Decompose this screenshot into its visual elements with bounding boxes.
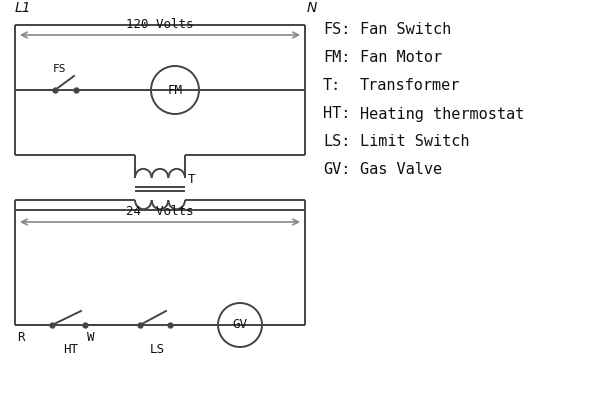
Text: FM: FM xyxy=(168,84,182,96)
Text: FM:: FM: xyxy=(323,50,350,66)
Text: Limit Switch: Limit Switch xyxy=(360,134,470,150)
Text: L1: L1 xyxy=(15,1,32,15)
Text: Gas Valve: Gas Valve xyxy=(360,162,442,178)
Text: HT:: HT: xyxy=(323,106,350,122)
Text: 120 Volts: 120 Volts xyxy=(126,18,194,31)
Text: T: T xyxy=(188,173,195,186)
Text: HT: HT xyxy=(63,343,78,356)
Text: GV:: GV: xyxy=(323,162,350,178)
Text: N: N xyxy=(307,1,317,15)
Text: FS:: FS: xyxy=(323,22,350,38)
Text: Transformer: Transformer xyxy=(360,78,460,94)
Text: LS:: LS: xyxy=(323,134,350,150)
Text: 24  Volts: 24 Volts xyxy=(126,205,194,218)
Text: Heating thermostat: Heating thermostat xyxy=(360,106,525,122)
Text: Fan Motor: Fan Motor xyxy=(360,50,442,66)
Text: T:: T: xyxy=(323,78,341,94)
Text: R: R xyxy=(17,331,25,344)
Text: W: W xyxy=(87,331,94,344)
Text: Fan Switch: Fan Switch xyxy=(360,22,451,38)
Text: GV: GV xyxy=(232,318,247,332)
Text: FS: FS xyxy=(53,64,67,74)
Text: LS: LS xyxy=(150,343,165,356)
